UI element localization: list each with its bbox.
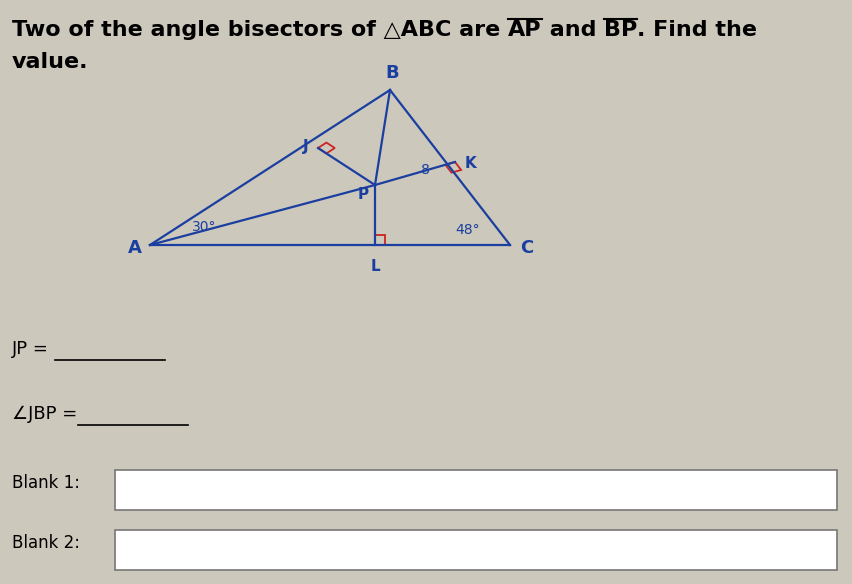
Text: Two of the angle bisectors of △ABC are: Two of the angle bisectors of △ABC are: [12, 20, 508, 40]
Text: value.: value.: [12, 52, 89, 72]
Text: 48°: 48°: [455, 223, 480, 237]
Text: C: C: [520, 239, 533, 257]
Text: . Find the: . Find the: [637, 20, 757, 40]
Text: AP: AP: [508, 20, 542, 40]
Bar: [115, 530, 837, 570]
Text: 8: 8: [421, 162, 430, 176]
Text: and: and: [542, 20, 604, 40]
Text: K: K: [465, 157, 477, 172]
Text: J: J: [302, 138, 308, 154]
Bar: [115, 470, 837, 510]
Text: Blank 2:: Blank 2:: [12, 534, 80, 552]
Text: Blank 1:: Blank 1:: [12, 474, 80, 492]
Text: A: A: [128, 239, 142, 257]
Text: BP: BP: [604, 20, 637, 40]
Text: P: P: [358, 187, 369, 202]
Text: L: L: [370, 259, 380, 274]
Text: B: B: [385, 64, 399, 82]
Text: 30°: 30°: [192, 220, 216, 234]
Text: ∠JBP =: ∠JBP =: [12, 405, 78, 423]
Text: JP =: JP =: [12, 340, 49, 358]
